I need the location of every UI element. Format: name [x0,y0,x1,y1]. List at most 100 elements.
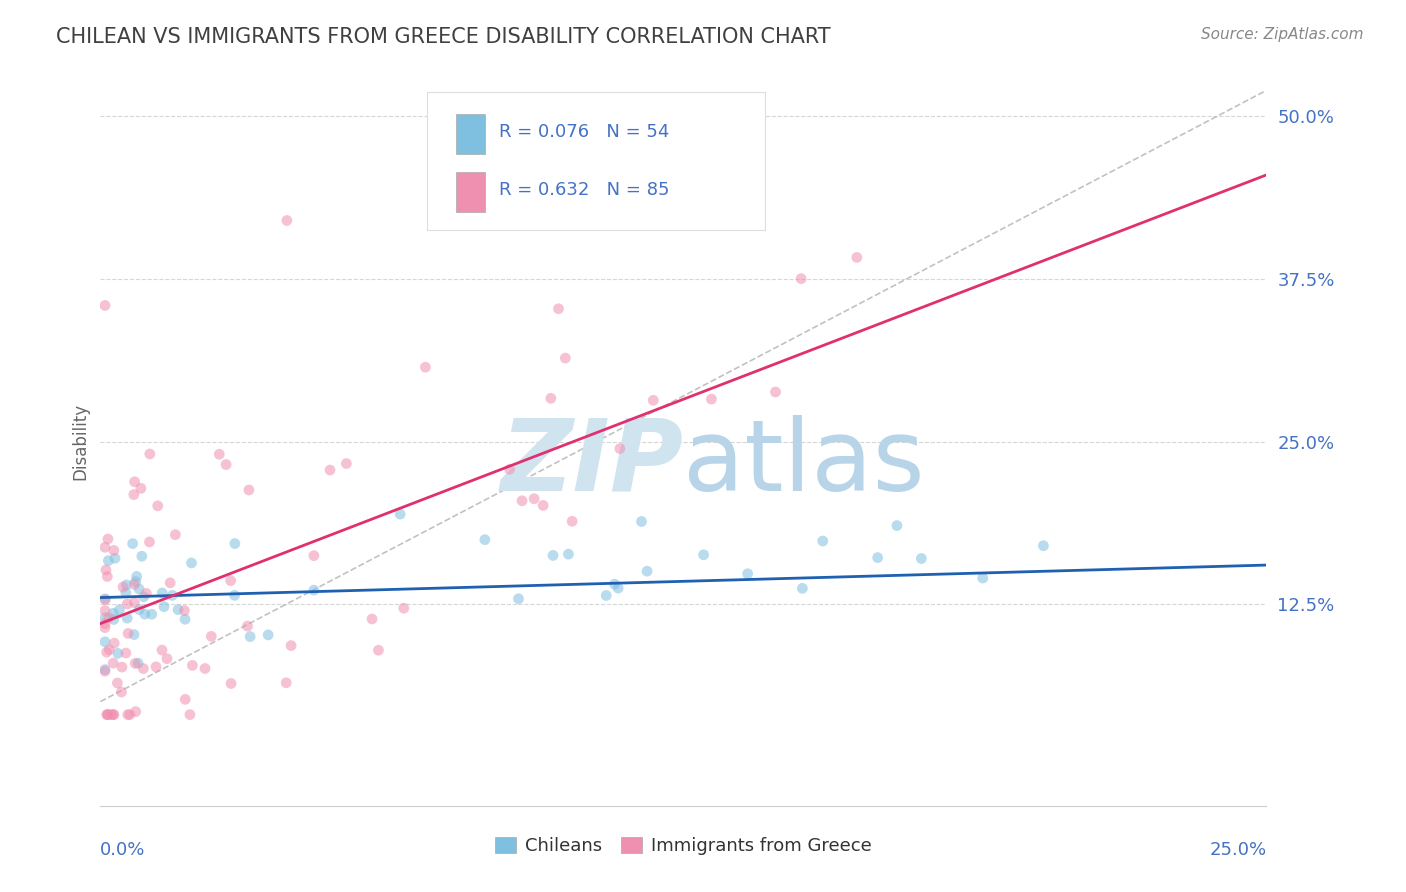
Point [194,661,217,675]
Point [276,675,298,690]
Point [1032,539,1054,553]
Point [94,664,117,678]
Point [498,462,520,476]
Point [361,612,384,626]
Point [100,707,122,722]
Point [607,581,630,595]
Point [97,554,120,568]
Text: CHILEAN VS IMMIGRANTS FROM GREECE DISABILITY CORRELATION CHART: CHILEAN VS IMMIGRANTS FROM GREECE DISABI… [56,27,831,46]
Point [510,493,533,508]
Text: 0.0%: 0.0% [100,841,146,859]
Point [165,527,187,541]
Point [280,639,302,653]
Point [302,583,325,598]
Point [132,662,155,676]
Point [845,251,868,265]
Point [257,628,280,642]
Point [692,548,714,562]
Point [302,549,325,563]
Point [124,705,146,719]
Point [94,603,117,617]
Point [141,607,163,622]
Point [200,629,222,643]
Point [792,582,814,596]
Point [127,656,149,670]
Point [134,607,156,621]
Point [124,577,146,591]
Point [97,707,120,722]
Point [121,536,143,550]
Point [700,392,723,406]
Point [765,384,787,399]
Point [128,602,150,616]
Point [389,507,412,521]
Point [557,547,579,561]
Point [276,213,298,227]
Point [159,575,181,590]
Point [94,621,117,635]
Point [167,602,190,616]
Point [94,616,117,631]
Point [103,656,125,670]
FancyBboxPatch shape [456,114,485,154]
Point [124,475,146,489]
Point [124,596,146,610]
Point [561,514,583,528]
Point [219,676,242,690]
Point [174,612,197,626]
Point [174,692,197,706]
Point [101,607,124,621]
Point [94,591,117,606]
Point [117,597,139,611]
Point [367,643,389,657]
Point [972,571,994,585]
Point [219,574,242,588]
Point [224,536,246,550]
Point [122,487,145,501]
Point [145,660,167,674]
Point [335,457,357,471]
Point [105,676,128,690]
FancyBboxPatch shape [456,172,485,212]
Point [132,590,155,604]
Point [737,566,759,581]
Point [215,458,238,472]
Point [96,707,118,722]
Text: 25.0%: 25.0% [1209,841,1267,859]
Point [392,601,415,615]
Text: ZIP: ZIP [501,415,683,512]
Text: R = 0.076   N = 54: R = 0.076 N = 54 [499,123,669,141]
Point [541,549,564,563]
Point [603,577,626,591]
Point [910,551,932,566]
Point [103,636,125,650]
Point [97,707,120,722]
Point [181,658,204,673]
Point [150,586,173,600]
Point [156,651,179,665]
Point [103,613,125,627]
Point [547,301,569,316]
Point [554,351,576,365]
Point [128,582,150,596]
Point [636,564,658,578]
Point [94,563,117,577]
Legend: Chileans, Immigrants from Greece: Chileans, Immigrants from Greece [488,830,879,863]
Point [108,603,131,617]
Point [129,481,152,495]
Point [131,549,153,564]
Point [180,556,202,570]
FancyBboxPatch shape [427,92,765,230]
Point [117,707,139,722]
Point [107,647,129,661]
Text: Source: ZipAtlas.com: Source: ZipAtlas.com [1201,27,1364,42]
Point [125,569,148,583]
Point [811,534,834,549]
Point [118,707,141,722]
Point [138,535,160,549]
Point [135,586,157,600]
Point [239,630,262,644]
Point [236,619,259,633]
Y-axis label: Disability: Disability [72,403,89,480]
Point [96,645,118,659]
